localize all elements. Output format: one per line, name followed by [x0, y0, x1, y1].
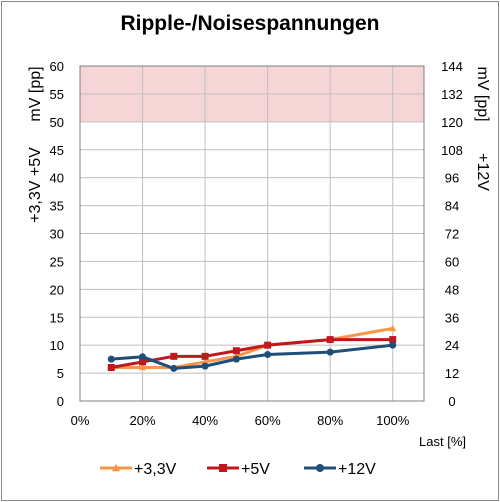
left-y-tick-label: 50: [50, 115, 64, 130]
data-point: [326, 348, 334, 356]
data-point: [201, 362, 209, 370]
series-line: [111, 338, 393, 369]
left-y-tick-label: 55: [50, 87, 64, 102]
right-y-tick-label: 12: [445, 366, 459, 381]
legend: +3,3V +5V +12V: [100, 461, 376, 478]
series-+5V: [107, 336, 397, 371]
right-y-axis-label-top: mV [pp]: [474, 66, 491, 121]
left-y-tick-labels: 0 5 10 15 20 25 30 35 40 45 50 55 60: [50, 59, 64, 409]
legend-marker: [112, 464, 120, 472]
x-tick-label: 20%: [130, 413, 156, 428]
left-y-tick-label: 5: [57, 366, 64, 381]
legend-label: +3,3V: [134, 461, 177, 478]
right-y-tick-label: 60: [445, 254, 459, 269]
x-tick-label: 0%: [71, 413, 90, 428]
data-point: [170, 364, 178, 372]
right-y-tick-labels: 0 12 24 36 48 60 72 84 96 108 120 132 144: [441, 59, 463, 409]
x-tick-label: 100%: [376, 413, 410, 428]
data-point: [139, 353, 147, 361]
data-point: [170, 352, 178, 360]
right-y-axis-label-bottom: +12V: [474, 153, 491, 191]
right-y-tick-label: 96: [445, 171, 459, 186]
data-point: [264, 341, 272, 349]
x-tick-label: 80%: [317, 413, 343, 428]
left-y-axis-label-top: mV [pp]: [27, 66, 44, 121]
x-tick-label: 60%: [255, 413, 281, 428]
data-point: [326, 336, 334, 344]
data-point: [389, 324, 397, 332]
series-layer: [107, 324, 397, 372]
legend-label: +12V: [338, 461, 376, 478]
data-point: [389, 336, 397, 344]
series-line: [111, 343, 393, 370]
left-y-tick-label: 25: [50, 254, 64, 269]
data-point: [232, 347, 240, 355]
data-point: [232, 355, 240, 363]
legend-marker: [219, 464, 227, 472]
right-y-tick-label: 48: [445, 282, 459, 297]
left-y-tick-label: 60: [50, 59, 64, 74]
right-y-tick-label: 120: [441, 115, 463, 130]
x-tick-label: 40%: [192, 413, 218, 428]
data-point: [389, 341, 397, 349]
right-y-tick-label: 0: [448, 394, 455, 409]
data-point: [264, 350, 272, 358]
x-axis-label: Last [%]: [419, 434, 466, 449]
x-tick-labels: 0% 20% 40% 60% 80% 100%: [71, 413, 410, 428]
right-y-tick-label: 36: [445, 310, 459, 325]
right-y-tick-label: 132: [441, 87, 463, 102]
right-y-tick-label: 84: [445, 199, 459, 214]
chart-title: Ripple-/Noisespannungen: [120, 12, 380, 35]
left-y-tick-label: 45: [50, 143, 64, 158]
data-point: [201, 352, 209, 360]
legend-marker: [316, 464, 324, 472]
left-y-tick-label: 10: [50, 338, 64, 353]
data-point: [139, 364, 147, 371]
series-+12V: [107, 341, 397, 372]
right-y-tick-label: 72: [445, 227, 459, 242]
left-y-tick-label: 0: [57, 394, 64, 409]
data-point: [107, 355, 115, 363]
right-y-tick-label: 24: [445, 338, 459, 353]
right-y-tick-label: 108: [441, 143, 463, 158]
left-y-tick-label: 40: [50, 171, 64, 186]
plot-area-border: [79, 65, 425, 402]
data-point: [107, 364, 115, 371]
left-y-tick-label: 20: [50, 282, 64, 297]
legend-label: +5V: [241, 461, 270, 478]
gridlines: [79, 65, 425, 402]
left-y-tick-label: 35: [50, 199, 64, 214]
data-point: [139, 358, 147, 366]
left-y-tick-label: 15: [50, 310, 64, 325]
left-y-tick-label: 30: [50, 227, 64, 242]
right-y-tick-label: 144: [441, 59, 463, 74]
left-y-axis-label-bottom: +3,3V +5V: [27, 147, 44, 223]
